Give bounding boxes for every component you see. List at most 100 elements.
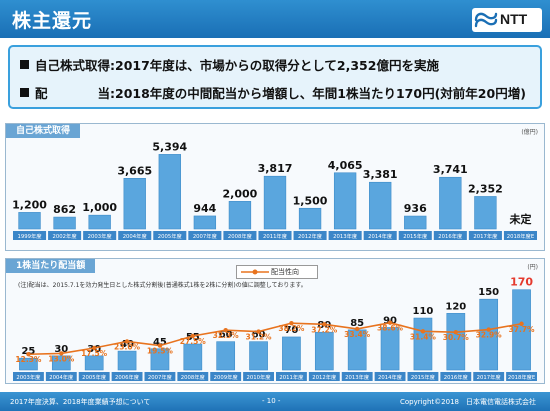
bar-dividend xyxy=(479,298,499,371)
bar-buyback xyxy=(333,172,357,230)
legend-line-marker xyxy=(241,269,269,275)
payout-ratio-label: 33.4% xyxy=(344,330,371,339)
category-label-bg xyxy=(433,231,467,240)
data-label-buyback: 1,500 xyxy=(293,194,328,207)
category-label-buyback: 2005年度 xyxy=(158,232,183,240)
bar-dividend xyxy=(380,327,400,371)
category-label-bg xyxy=(363,231,397,240)
payout-ratio-point xyxy=(486,327,491,332)
category-label-bg xyxy=(308,372,340,381)
payout-ratio-point xyxy=(420,329,426,334)
category-label-bg xyxy=(83,231,117,240)
category-label-buyback: 1999年度 xyxy=(17,232,42,240)
category-label-bg xyxy=(506,372,537,381)
dividend-note: (注)配当は、2015.7.1を効力発生日とした株式分割後(普通株式1株を2株に… xyxy=(18,282,307,289)
payout-ratio-point xyxy=(256,329,261,334)
buyback-chart-title: 自己株式取得 xyxy=(6,124,81,138)
category-label-dividend: 2015年度 xyxy=(411,373,436,381)
legend-payout-label: 配当性向 xyxy=(271,268,299,276)
payout-ratio-label: 27.5% xyxy=(180,337,207,346)
payout-ratio-label: 12.3% xyxy=(15,355,42,364)
category-label-bg xyxy=(153,231,187,240)
category-label-bg xyxy=(258,231,292,240)
payout-ratio-label: 32.9% xyxy=(476,331,503,340)
category-label-buyback: 2008年度 xyxy=(228,232,253,240)
bar-buyback xyxy=(18,212,41,230)
data-label-dividend: 110 xyxy=(413,306,434,317)
category-label-buyback: 2012年度 xyxy=(298,232,323,240)
data-label-buyback: 4,065 xyxy=(328,159,363,172)
data-label-dividend: 85 xyxy=(350,318,364,329)
data-label-buyback: 3,381 xyxy=(363,168,398,181)
bar-dividend xyxy=(512,289,531,371)
payout-ratio-label: 30.7% xyxy=(443,333,470,342)
category-label-bg xyxy=(398,231,432,240)
category-label-dividend: 2013年度 xyxy=(345,373,370,381)
bar-buyback xyxy=(228,201,252,230)
category-label-dividend: 2005年度 xyxy=(82,373,107,381)
summary-line-buyback-text: 自己株式取得:2017年度は、市場からの取得分として2,352億円を実施 xyxy=(35,58,439,73)
category-label-bg xyxy=(13,372,44,381)
bar-dividend xyxy=(216,341,236,371)
data-label-dividend: 25 xyxy=(21,346,35,357)
category-label-bg xyxy=(48,231,82,240)
summary-line-dividend: 配 当:2018年度の中間配当から増額し、年間1株当たり170円(対前年20円増… xyxy=(20,83,526,102)
payout-ratio-label: 37.7% xyxy=(509,325,536,334)
payout-ratio-label: 23.0% xyxy=(114,342,141,351)
payout-ratio-label: 38.6% xyxy=(377,324,404,333)
category-label-bg xyxy=(503,231,537,240)
bar-dividend xyxy=(117,350,137,371)
bar-buyback xyxy=(88,214,111,230)
category-label-bg xyxy=(144,372,176,381)
data-label-buyback: 2,352 xyxy=(468,182,503,195)
category-label-dividend: 2003年度 xyxy=(16,373,41,381)
category-label-dividend: 2008年度 xyxy=(181,373,206,381)
buyback-panel: 自己株式取得 (億円) 1,200 1999年度 862 2002年度 1,000 200… xyxy=(5,123,545,251)
data-label-dividend: 70 xyxy=(284,325,298,336)
bar-dividend xyxy=(150,348,170,371)
category-label-bg xyxy=(407,372,439,381)
data-label-buyback: 3,817 xyxy=(258,162,293,175)
payout-ratio-label: 32.3% xyxy=(213,331,240,340)
category-label-dividend: 2004年度 xyxy=(49,373,74,381)
bar-buyback xyxy=(263,175,287,230)
category-label-bg xyxy=(473,372,505,381)
summary-box: 自己株式取得:2017年度は、市場からの取得分として2,352億円を実施 配 当… xyxy=(8,45,542,109)
category-label-dividend: 2014年度 xyxy=(378,373,403,381)
page-title: 株主還元 xyxy=(12,10,93,32)
bar-buyback xyxy=(369,181,392,230)
category-label-bg xyxy=(45,372,77,381)
data-label-buyback: 2,000 xyxy=(223,187,258,200)
category-label-bg xyxy=(468,231,502,240)
logo-text: NTT xyxy=(500,11,528,27)
category-label-dividend: 2007年度 xyxy=(148,373,173,381)
category-label-bg xyxy=(13,231,47,240)
bar-buyback xyxy=(439,176,462,230)
buyback-unit: (億円) xyxy=(521,129,538,136)
category-label-dividend: 2018年度E xyxy=(508,373,536,381)
category-label-bg xyxy=(341,372,373,381)
bar-buyback xyxy=(474,196,497,230)
payout-ratio-label: 37.2% xyxy=(311,325,338,334)
bar-buyback xyxy=(298,207,322,230)
dividend-chart: 252003年度302004年度302005年度402006年度452007年度… xyxy=(13,276,537,381)
data-label-dividend: 120 xyxy=(445,301,466,312)
bar-buyback xyxy=(123,178,146,230)
payout-ratio-point xyxy=(59,351,64,356)
data-label-dividend: 150 xyxy=(478,287,499,298)
payout-ratio-label: 19.5% xyxy=(147,347,174,356)
bar-dividend xyxy=(51,355,71,371)
data-label-buyback: 未定 xyxy=(508,212,531,226)
payout-ratio-point xyxy=(354,326,360,332)
payout-ratio-point xyxy=(387,320,393,325)
data-label-buyback: 1,200 xyxy=(12,198,47,211)
bar-dividend xyxy=(314,331,334,371)
category-label-dividend: 2011年度 xyxy=(279,373,304,381)
category-label-buyback: 2011年度 xyxy=(263,232,288,240)
category-label-buyback: 2014年度 xyxy=(368,232,393,240)
bar-buyback xyxy=(158,154,181,230)
bar-dividend xyxy=(282,336,301,371)
payout-ratio-point xyxy=(91,345,97,351)
category-label-buyback: 2016年度 xyxy=(438,232,463,240)
category-label-bg xyxy=(118,231,152,240)
